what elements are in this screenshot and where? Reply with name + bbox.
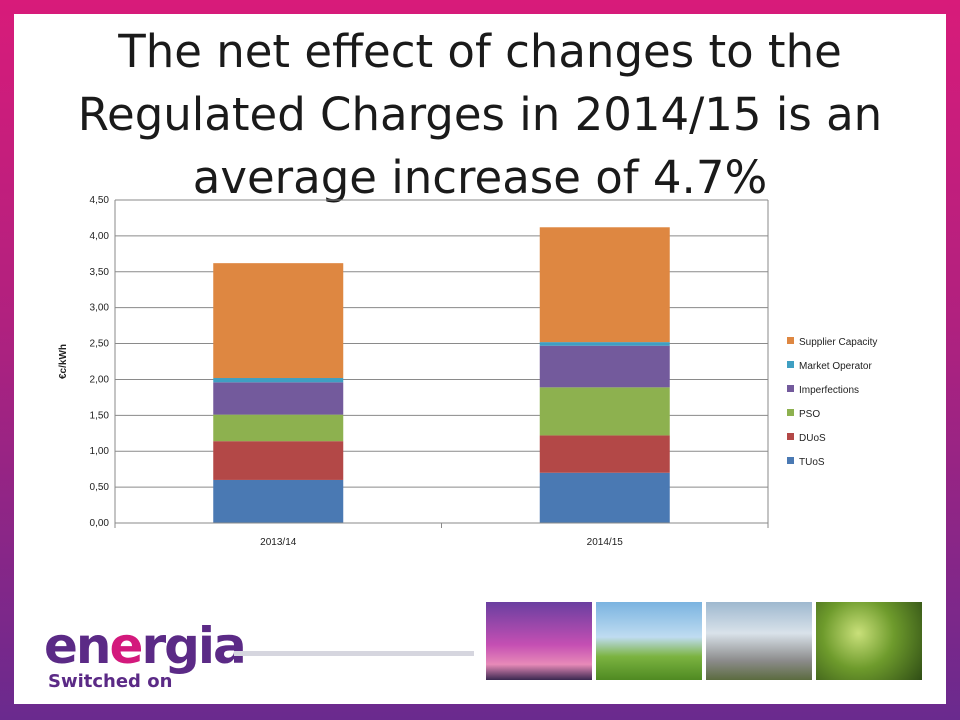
bar-segment <box>539 345 670 388</box>
title-line-1: The net effect of changes to the <box>118 25 842 78</box>
wind-turbines-photo <box>596 602 702 680</box>
green-leaf-photo <box>816 602 922 680</box>
legend-label: DUoS <box>799 433 826 444</box>
legend-swatch <box>787 457 794 464</box>
bar-segment <box>539 435 670 473</box>
y-tick-label: 4,00 <box>90 231 110 242</box>
legend-label: Imperfections <box>799 385 859 396</box>
y-tick-label: 0,00 <box>90 518 110 529</box>
bar-segment <box>213 441 344 480</box>
legend-label: PSO <box>799 409 820 420</box>
power-plant-photo <box>706 602 812 680</box>
legend-swatch <box>787 385 794 392</box>
stacked-bar-chart: 0,00 0,50 1,00 1,50 2,00 2,50 3,00 3,50 4,00 4,50… <box>58 195 877 548</box>
x-tick-label: 2014/15 <box>587 537 624 548</box>
energia-logo: energia Switched on <box>44 617 247 692</box>
bar-segment <box>539 472 670 523</box>
y-tick-label: 3,00 <box>90 303 110 314</box>
y-tick-label: 0,50 <box>90 482 110 493</box>
legend-swatch <box>787 337 794 344</box>
pylon-sunset-photo <box>486 602 592 680</box>
legend-swatch <box>787 433 794 440</box>
y-tick-label: 4,50 <box>90 195 110 206</box>
bar-segment <box>213 414 344 442</box>
legend-swatch <box>787 361 794 368</box>
slide-title: The net effect of changes to the Regulat… <box>14 20 946 209</box>
bar-segment <box>213 479 344 523</box>
logo-tagline: Switched on <box>48 671 173 692</box>
y-tick-label: 2,50 <box>90 339 110 350</box>
bar-segment <box>213 263 344 379</box>
y-tick-label: 3,50 <box>90 267 110 278</box>
bar-segment <box>539 227 670 343</box>
title-line-2: Regulated Charges in 2014/15 is an <box>77 88 883 141</box>
y-axis-label: €c/kWh <box>58 344 69 379</box>
bar-segment <box>213 378 344 383</box>
bar-segment <box>539 342 670 346</box>
title-line-3: average increase of 4.7% <box>192 151 768 204</box>
legend-label: TUoS <box>799 457 825 468</box>
bar-segment <box>539 387 670 436</box>
y-tick-label: 2,00 <box>90 374 110 385</box>
y-tick-label: 1,00 <box>90 446 110 457</box>
legend-label: Market Operator <box>799 361 872 372</box>
logo-wordmark: energia <box>44 617 247 675</box>
bar-segment <box>213 382 344 415</box>
legend-label: Supplier Capacity <box>799 337 877 348</box>
legend-swatch <box>787 409 794 416</box>
footer-divider <box>234 651 474 656</box>
y-tick-label: 1,50 <box>90 410 110 421</box>
x-tick-label: 2013/14 <box>260 537 297 548</box>
slide: The net effect of changes to the Regulat… <box>14 14 946 704</box>
